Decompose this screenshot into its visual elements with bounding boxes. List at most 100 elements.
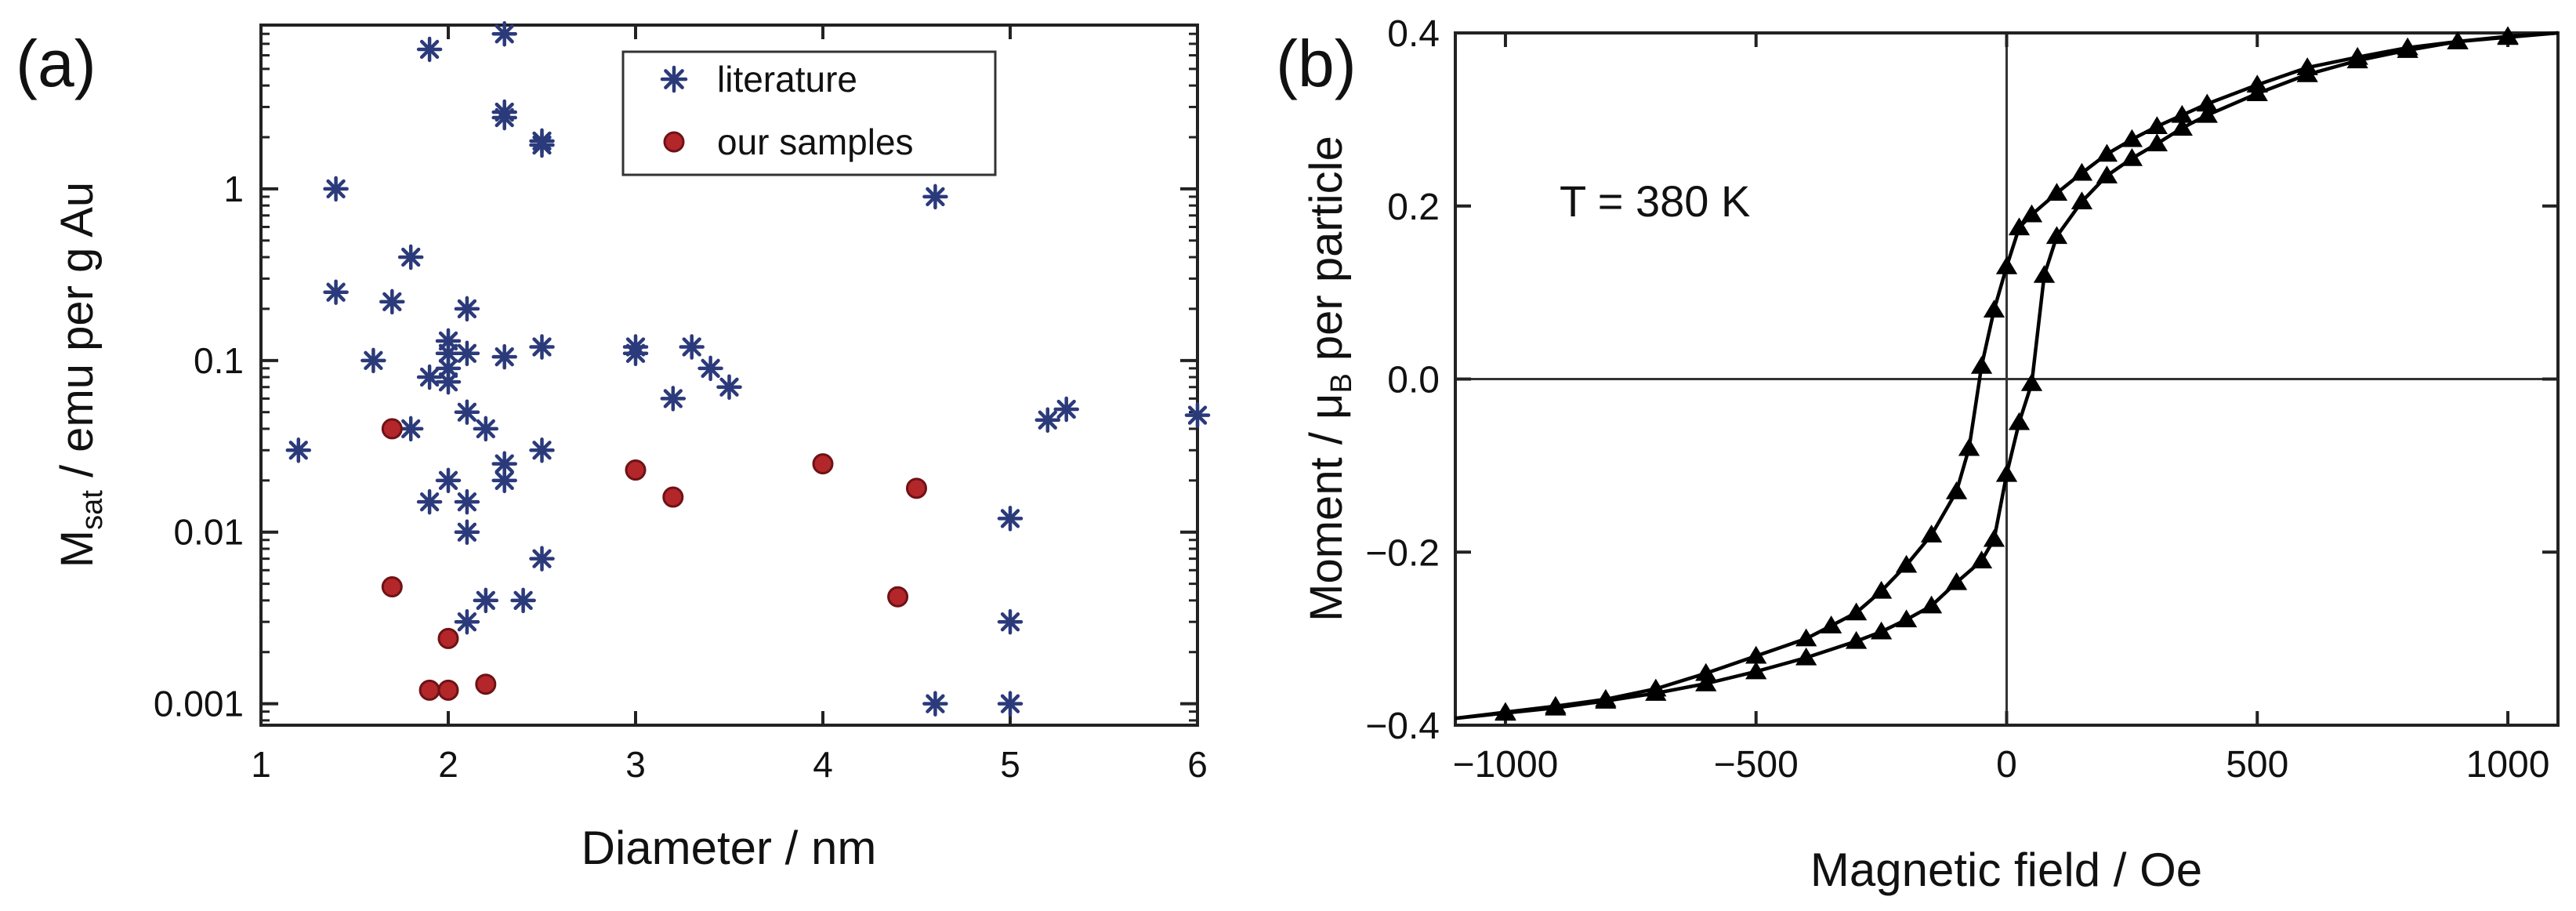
x-tick-label: −500 xyxy=(1714,744,1799,786)
x-tick-label: 3 xyxy=(625,744,646,785)
legend-literature-label: literature xyxy=(717,59,857,100)
triangle-marker xyxy=(2008,217,2031,236)
our-samples-point xyxy=(812,453,834,475)
triangle-marker xyxy=(2146,116,2168,134)
literature-point xyxy=(510,587,536,614)
literature-point xyxy=(454,399,480,425)
panel-a-minor-ticks xyxy=(261,24,1197,722)
triangle-marker xyxy=(1545,697,1567,716)
literature-point xyxy=(622,340,649,367)
literature-point xyxy=(454,608,480,635)
triangle-marker xyxy=(1995,256,2018,274)
literature-point xyxy=(529,437,555,463)
panel-b-x-tick-labels: −1000 −500 0 500 1000 xyxy=(1453,744,2550,786)
triangle-marker xyxy=(1745,645,1767,664)
panel-a-y-label-rest: / emu per g Au xyxy=(52,182,103,490)
triangle-marker xyxy=(1645,683,1667,701)
literature-point xyxy=(922,183,948,210)
panel-b: (b) −1000 −500 0 500 1000 −0.4−0.20.00.20.4 … xyxy=(1276,13,2560,896)
triangle-marker xyxy=(1695,662,1717,681)
panel-b-y-label-rest: per particle xyxy=(1301,136,1352,373)
triangle-marker xyxy=(1870,621,1893,640)
our-samples-point xyxy=(662,486,684,508)
literature-point xyxy=(697,355,723,382)
our-samples-point xyxy=(625,459,647,481)
x-tick-label: −1000 xyxy=(1453,744,1559,786)
panel-a-label: (a) xyxy=(16,27,96,100)
literature-point xyxy=(416,364,443,390)
x-tick-label: 6 xyxy=(1187,744,1208,785)
literature-point xyxy=(454,296,480,322)
triangle-marker xyxy=(2346,50,2368,69)
literature-point xyxy=(491,451,517,477)
x-tick-label: 500 xyxy=(2226,744,2288,786)
triangle-marker xyxy=(2071,191,2093,209)
literature-point xyxy=(454,488,480,515)
literature-point xyxy=(454,340,480,367)
triangle-marker xyxy=(1958,437,1980,456)
triangle-marker xyxy=(1845,602,1868,621)
literature-point xyxy=(922,691,948,717)
triangle-marker xyxy=(2045,183,2068,201)
panel-b-label: (b) xyxy=(1276,27,1357,100)
triangle-marker xyxy=(2121,129,2143,147)
literature-point xyxy=(529,132,555,158)
triangle-marker xyxy=(2196,93,2218,112)
panel-b-y-label-main: Moment / μ xyxy=(1301,394,1352,622)
triangle-marker xyxy=(2033,265,2056,283)
literature-point xyxy=(473,416,499,442)
y-tick-label: 0.4 xyxy=(1387,13,1440,55)
triangle-marker xyxy=(1795,647,1817,666)
panel-b-y-axis-label: Moment / μB per particle xyxy=(1301,136,1358,622)
literature-point xyxy=(1184,402,1211,428)
panel-b-temperature-annotation: T = 380 K xyxy=(1560,176,1750,226)
triangle-marker xyxy=(2296,64,2318,82)
our-samples-point xyxy=(381,576,403,598)
triangle-marker xyxy=(2497,26,2519,45)
panel-a: (a) 1 2 3 4 5 6 0.001 0.01 0.1 1 literature our … xyxy=(16,20,1211,874)
literature-point xyxy=(435,368,462,395)
literature-point xyxy=(529,546,555,572)
panel-b-y-label-sub: B xyxy=(1325,373,1358,393)
literature-point xyxy=(285,437,312,463)
y-tick-label: 0.001 xyxy=(154,684,244,724)
literature-point xyxy=(1053,396,1079,423)
y-tick-label: 0.0 xyxy=(1387,360,1440,401)
y-tick-label: 0.01 xyxy=(173,512,244,553)
x-tick-label: 5 xyxy=(1000,744,1020,785)
legend-our-samples-marker xyxy=(663,131,685,153)
our-samples-point xyxy=(437,679,459,701)
triangle-marker xyxy=(1821,615,1842,633)
triangle-marker xyxy=(1983,299,2005,318)
panel-a-legend: literature our samples xyxy=(621,50,997,176)
y-tick-label: 0.1 xyxy=(194,340,244,381)
triangle-marker xyxy=(2171,104,2193,123)
triangle-marker xyxy=(1920,524,1943,543)
literature-point xyxy=(397,244,424,270)
literature-point xyxy=(491,104,517,131)
x-tick-label: 1 xyxy=(251,744,271,785)
triangle-marker xyxy=(1795,628,1817,647)
triangle-marker xyxy=(1495,702,1516,721)
y-tick-label: −0.4 xyxy=(1365,706,1440,747)
x-tick-label: 0 xyxy=(1996,744,2017,786)
triangle-marker xyxy=(2071,162,2093,181)
triangle-marker xyxy=(2096,143,2118,162)
literature-point xyxy=(397,416,424,442)
panel-a-plot-frame xyxy=(259,24,1199,727)
triangle-marker xyxy=(1995,463,2018,482)
triangle-marker xyxy=(2171,118,2193,136)
triangle-marker xyxy=(1595,691,1617,709)
triangle-marker xyxy=(2121,148,2143,166)
triangle-marker xyxy=(1845,630,1868,649)
triangle-marker xyxy=(2020,373,2043,391)
panel-a-x-tick-labels: 1 2 3 4 5 6 xyxy=(251,744,1208,785)
literature-point xyxy=(491,343,517,370)
literature-point xyxy=(416,36,443,63)
literature-point xyxy=(997,608,1024,635)
triangle-marker xyxy=(2045,226,2068,245)
panel-a-y-label-main: M xyxy=(52,530,103,568)
literature-point xyxy=(1034,407,1061,433)
literature-point xyxy=(416,488,443,515)
our-samples-point xyxy=(437,627,459,649)
